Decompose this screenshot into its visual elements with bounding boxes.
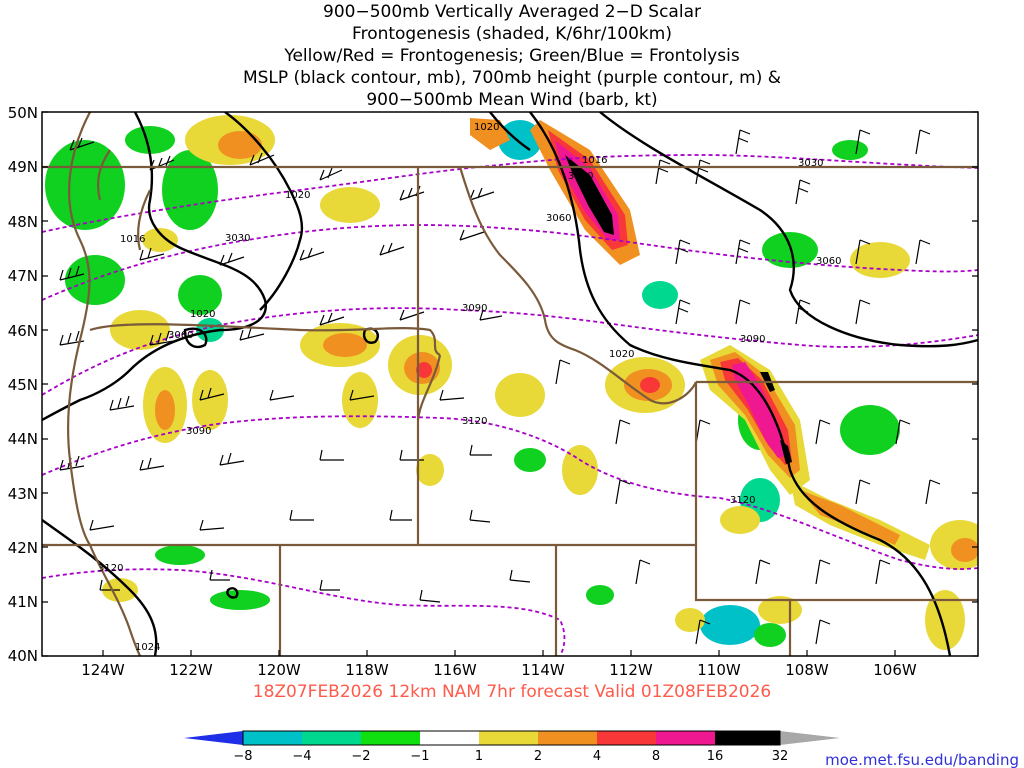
lon-label: 114W (521, 661, 565, 679)
colorbar-swatch (656, 731, 715, 745)
colorbar-right-arrow (780, 731, 840, 745)
lon-label: 120W (257, 661, 301, 679)
colorbar-swatch (479, 731, 538, 745)
title-line-4: MSLP (black contour, mb), 700mb height (… (243, 68, 781, 88)
colorbar-label: 16 (707, 749, 724, 764)
lon-label: 106W (873, 661, 917, 679)
mslp-label: 1024 (135, 642, 160, 653)
lat-label: 49N (8, 158, 38, 176)
colorbar-swatch (302, 731, 361, 745)
lat-label: 50N (8, 104, 38, 122)
colorbar-label: −2 (351, 749, 370, 764)
mslp-label: 1016 (582, 155, 607, 166)
forecast-valid-text: 18Z07FEB2026 12km NAM 7hr forecast Valid… (253, 682, 771, 702)
lat-label: 40N (8, 647, 38, 665)
height-label: 3120 (98, 563, 123, 574)
map-panel: 1020 1016 1020 1016 1020 1020 1024 3030 … (8, 104, 979, 679)
colorbar-swatch (597, 731, 656, 745)
height-label: 3030 (798, 158, 823, 169)
colorbar-outline (242, 730, 781, 746)
colorbar-label: 8 (652, 749, 660, 764)
height-label: 3030 (568, 171, 593, 182)
lon-label: 122W (169, 661, 213, 679)
height-label: 3090 (462, 303, 487, 314)
title-line-1: 900−500mb Vertically Averaged 2−D Scalar (323, 2, 701, 22)
colorbar-swatch (538, 731, 597, 745)
colorbar-label: 4 (593, 749, 601, 764)
credit-url[interactable]: moe.met.fsu.edu/banding (825, 751, 1019, 768)
colorbar-swatch (420, 731, 479, 745)
height-label: 3060 (546, 213, 571, 224)
height-label: 3030 (225, 233, 250, 244)
colorbar-left-arrow (184, 731, 243, 745)
mslp-label: 1020 (285, 190, 310, 201)
lon-label: 118W (345, 661, 389, 679)
height-label: 3090 (740, 334, 765, 345)
mslp-label: 1020 (609, 349, 634, 360)
lon-label: 110W (697, 661, 741, 679)
latitude-labels: 50N 49N 48N 47N 46N 45N 44N 43N 42N 41N … (8, 104, 38, 665)
lat-label: 48N (8, 213, 38, 231)
colorbar-label: −8 (233, 749, 252, 764)
colorbar-label: −4 (292, 749, 311, 764)
lon-label: 116W (433, 661, 477, 679)
height-contour-labels: 3030 3030 3060 3060 3030 3060 3090 3090 … (98, 158, 841, 574)
mslp-label: 1020 (474, 122, 499, 133)
lon-label: 108W (785, 661, 829, 679)
height-label: 3090 (186, 426, 211, 437)
colorbar: −8 −4 −2 −1 1 2 4 8 16 32 (184, 730, 840, 764)
longitude-labels: 124W 122W 120W 118W 116W 114W 112W 110W … (81, 661, 917, 679)
mslp-label: 1020 (190, 309, 215, 320)
height-label: 3120 (462, 416, 487, 427)
latitude-ticks (42, 111, 978, 657)
height-label: 3060 (168, 330, 193, 341)
lat-label: 45N (8, 376, 38, 394)
colorbar-label: −1 (410, 749, 429, 764)
lat-label: 43N (8, 485, 38, 503)
title-line-2: Frontogenesis (shaded, K/6hr/100km) (352, 24, 672, 44)
title-line-3: Yellow/Red = Frontogenesis; Green/Blue =… (283, 46, 740, 66)
lat-label: 42N (8, 539, 38, 557)
map-layers (42, 112, 978, 656)
lat-label: 46N (8, 322, 38, 340)
title-line-5: 900−500mb Mean Wind (barb, kt) (366, 90, 657, 110)
lat-label: 44N (8, 430, 38, 448)
lat-label: 47N (8, 267, 38, 285)
colorbar-swatch (243, 731, 302, 745)
wind-barbs (59, 129, 941, 645)
colorbar-swatch (361, 731, 420, 745)
colorbar-label: 2 (534, 749, 542, 764)
lon-label: 112W (609, 661, 653, 679)
mslp-contours (42, 112, 978, 656)
mslp-label: 1016 (120, 234, 145, 245)
height-label: 3120 (730, 495, 755, 506)
lon-label: 124W (81, 661, 125, 679)
colorbar-label: 1 (475, 749, 483, 764)
lat-label: 41N (8, 593, 38, 611)
colorbar-label: 32 (772, 749, 789, 764)
colorbar-swatch (715, 731, 780, 745)
political-borders (42, 112, 978, 656)
mslp-contour-labels: 1020 1016 1020 1016 1020 1020 1024 (120, 122, 634, 653)
height-label: 3060 (816, 256, 841, 267)
